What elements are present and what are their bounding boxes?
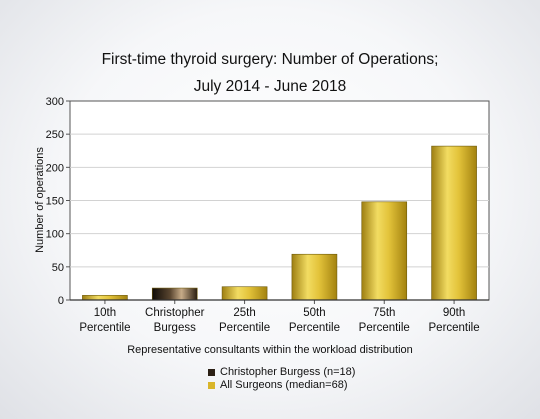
y-axis-label: Number of operations: [34, 147, 46, 253]
legend: Christopher Burgess (n=18) All Surgeons …: [208, 366, 355, 392]
y-tick-label: 0: [58, 295, 64, 307]
legend-item-all-surgeons: All Surgeons (median=68): [208, 379, 355, 392]
y-tick-label: 50: [52, 262, 64, 274]
legend-label: Christopher Burgess (n=18): [220, 366, 356, 378]
x-tick-label: Christopher: [145, 307, 205, 319]
x-tick-label: 90th: [443, 307, 465, 319]
bar: [431, 145, 477, 301]
x-tick-label: 25th: [233, 307, 255, 319]
bar: [361, 201, 408, 301]
bar: [291, 253, 338, 301]
bar: [221, 286, 268, 301]
bar: [82, 295, 128, 301]
chart-title-line-2: July 2014 - June 2018: [194, 78, 347, 95]
x-tick-label: Percentile: [289, 322, 340, 334]
x-tick-label: Percentile: [79, 322, 130, 334]
x-tick-label: 75th: [373, 307, 395, 319]
legend-swatch-dark: [208, 369, 215, 376]
y-tick-label: 250: [46, 129, 64, 141]
y-tick-label: 150: [46, 196, 64, 208]
bar: [151, 287, 198, 301]
y-tick-label: 100: [46, 229, 64, 241]
x-tick-label: Percentile: [219, 322, 270, 334]
chart-title-line-1: First-time thyroid surgery: Number of Op…: [102, 51, 439, 68]
legend-label: All Surgeons (median=68): [220, 379, 348, 391]
y-tick-label: 300: [46, 96, 64, 108]
legend-item-christopher-burgess: Christopher Burgess (n=18): [208, 366, 355, 379]
y-tick-label: 200: [46, 162, 64, 174]
x-tick-label: 10th: [94, 307, 116, 319]
x-tick-label: Burgess: [154, 322, 196, 334]
x-axis-label: Representative consultants within the wo…: [127, 344, 413, 356]
plot-area: 0 50 100 150 200 250 300 10th Percentile Christop…: [46, 96, 490, 334]
x-tick-label: Percentile: [359, 322, 410, 334]
legend-swatch-gold: [208, 382, 215, 389]
x-tick-label: 50th: [303, 307, 325, 319]
x-tick-label: Percentile: [429, 322, 480, 334]
